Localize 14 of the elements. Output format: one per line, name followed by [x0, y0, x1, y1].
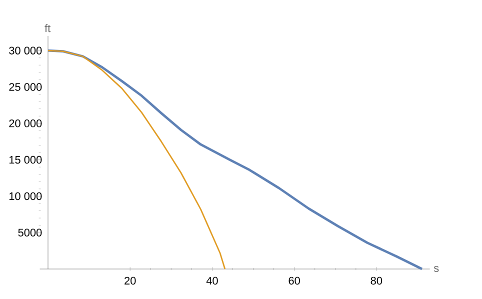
x-axis-title: s	[434, 266, 439, 272]
x-tick-label: 20	[124, 276, 136, 285]
line-series	[47, 50, 226, 270]
line-series	[46, 49, 424, 270]
y-tick-label: 20 000	[9, 120, 42, 128]
x-tick-label: 40	[206, 276, 218, 285]
y-tick-label: 30 000	[9, 46, 42, 54]
y-axis-title: ft	[44, 24, 51, 32]
x-tick-label: 80	[370, 276, 382, 285]
y-tick-label: 5000	[18, 228, 42, 236]
y-tick-label: 10 000	[9, 192, 42, 200]
x-tick-label: 60	[288, 276, 300, 285]
y-tick-label: 15 000	[9, 156, 42, 164]
y-tick-label: 25 000	[9, 83, 42, 91]
